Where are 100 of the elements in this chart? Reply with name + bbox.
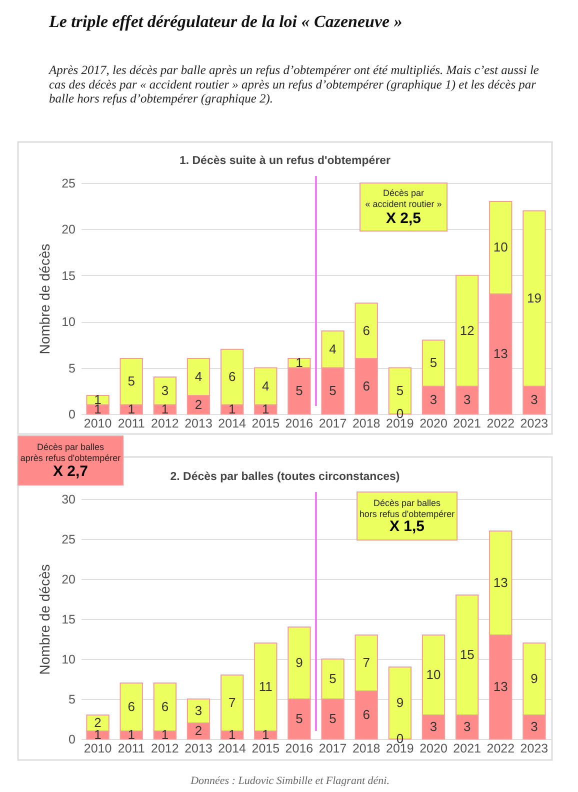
data-label: 1 <box>128 727 135 742</box>
data-label: 9 <box>296 655 303 670</box>
data-label: 1 <box>94 727 102 742</box>
data-label: 10 <box>493 240 508 255</box>
x-tick-label: 2022 <box>486 742 515 756</box>
data-label: 4 <box>329 341 336 356</box>
x-tick-label: 2013 <box>184 416 212 430</box>
x-tick-label: 2017 <box>318 416 347 430</box>
x-tick-label: 2018 <box>352 416 380 430</box>
data-label: 1 <box>161 727 169 742</box>
x-tick-label: 2020 <box>420 416 448 430</box>
x-tick-label: 2023 <box>520 416 548 430</box>
text: Après 2017, les décès par balle après un refus d’obtempérer ont été multipliés. Mais c’est aussi le cas des décès par « accident routier » après un refus d’obtempérer (graphique 1) et les décès par balle hors refus d’obtempérer (graphique 2). <box>48 63 540 106</box>
y-tick-label: 0 <box>68 732 76 746</box>
data-label: 11 <box>258 679 272 694</box>
data-label: 4 <box>194 369 202 384</box>
x-tick-label: 2016 <box>285 416 314 430</box>
x-tick-label: 2019 <box>386 742 414 756</box>
x-tick-label: 2016 <box>285 742 314 756</box>
data-label: 6 <box>362 322 370 338</box>
data-label: 13 <box>493 575 508 590</box>
y-tick-label: 20 <box>62 222 76 237</box>
data-label: 1 <box>262 401 270 416</box>
x-tick-label: 2011 <box>118 742 145 756</box>
data-label: 6 <box>128 699 135 714</box>
data-label: 3 <box>463 392 471 408</box>
x-tick-label: 2012 <box>151 416 179 430</box>
x-tick-label: 2012 <box>151 742 179 756</box>
x-tick-label: 2015 <box>252 416 280 430</box>
data-label: 5 <box>296 382 303 398</box>
data-label: 4 <box>262 378 270 394</box>
annotation: Décès par « accident routier » X 2,5 <box>365 188 442 227</box>
x-tick-label: 2021 <box>453 742 482 756</box>
data-label: 7 <box>228 695 236 710</box>
data-label: 6 <box>362 707 370 722</box>
data-label: 5 <box>329 382 336 398</box>
x-tick-label: 2010 <box>84 416 112 430</box>
data-label: 7 <box>362 655 370 670</box>
data-label: 6 <box>362 378 370 394</box>
data-label: 1 <box>228 727 236 742</box>
x-tick-label: 2023 <box>520 742 548 756</box>
annotation: Décès par balles hors refus d'obtempérer X 1,5 <box>359 498 455 535</box>
y-tick-label: 15 <box>62 612 76 626</box>
data-label: 15 <box>460 647 474 662</box>
data-label: 2 <box>94 715 102 730</box>
x-tick-label: 2018 <box>352 742 380 756</box>
x-tick-label: 2017 <box>318 742 347 756</box>
y-tick-label: 0 <box>68 408 76 422</box>
data-label: 1 <box>296 355 303 370</box>
x-tick-label: 2014 <box>218 742 246 756</box>
x-tick-label: 2011 <box>118 416 145 430</box>
x-tick-label: 2021 <box>453 416 482 430</box>
data-label: 6 <box>161 699 169 714</box>
data-label: 3 <box>430 719 438 734</box>
x-tick-label: 2020 <box>420 742 448 756</box>
data-label: 5 <box>396 382 404 398</box>
text: Le triple effet dérégulateur de la loi « Cazeneuve » <box>48 12 402 31</box>
x-tick-label: 2010 <box>84 742 112 756</box>
chart-title: 1. Décès suite à un refus d'obtempérer <box>179 155 392 167</box>
y-tick-label: 5 <box>68 692 76 706</box>
data-label: 1 <box>161 401 169 416</box>
data-label: 3 <box>530 719 538 734</box>
data-label: 6 <box>228 369 236 384</box>
data-label: 1 <box>228 401 236 416</box>
y-tick-label: 5 <box>68 361 76 376</box>
data-label: 19 <box>526 290 542 306</box>
data-label: 5 <box>329 711 336 726</box>
data-label: 3 <box>194 703 202 718</box>
x-tick-label: 2019 <box>386 416 414 430</box>
y-tick-label: 25 <box>62 176 76 190</box>
data-label: 1 <box>128 401 135 416</box>
text: Décès par balles après refus d'obtempérer X 2,7 <box>20 442 121 480</box>
data-label: 5 <box>329 671 336 686</box>
text: Données : Ludovic Simbille et Flagrant déni. <box>190 775 390 787</box>
data-label: 13 <box>493 346 508 361</box>
y-tick-label: 10 <box>62 315 76 330</box>
data-label: 5 <box>128 374 135 389</box>
data-label: 3 <box>430 392 438 408</box>
data-label: 3 <box>530 392 538 408</box>
data-label: 13 <box>493 679 508 694</box>
y-tick-label: 15 <box>62 268 76 283</box>
data-label: 3 <box>161 382 169 398</box>
y-axis-title: Nombre de décès <box>36 244 53 354</box>
y-tick-label: 25 <box>62 532 76 546</box>
x-tick-label: 2015 <box>252 742 280 756</box>
chart-title: 2. Décès par balles (toutes circonstances) <box>170 471 400 483</box>
data-label: 2 <box>194 723 202 738</box>
data-label: 5 <box>296 711 303 726</box>
data-label: 9 <box>530 671 538 686</box>
y-tick-label: 10 <box>62 652 76 666</box>
x-tick-label: 2013 <box>184 742 212 756</box>
data-label: 9 <box>396 695 404 710</box>
data-label: 12 <box>460 322 474 338</box>
data-label: 3 <box>463 719 471 734</box>
data-label: 5 <box>430 355 438 370</box>
y-tick-label: 20 <box>62 572 76 586</box>
x-tick-label: 2014 <box>218 416 246 430</box>
data-label: 10 <box>426 667 441 682</box>
y-tick-label: 30 <box>62 492 76 506</box>
y-axis-title: Nombre de décès <box>36 564 53 675</box>
